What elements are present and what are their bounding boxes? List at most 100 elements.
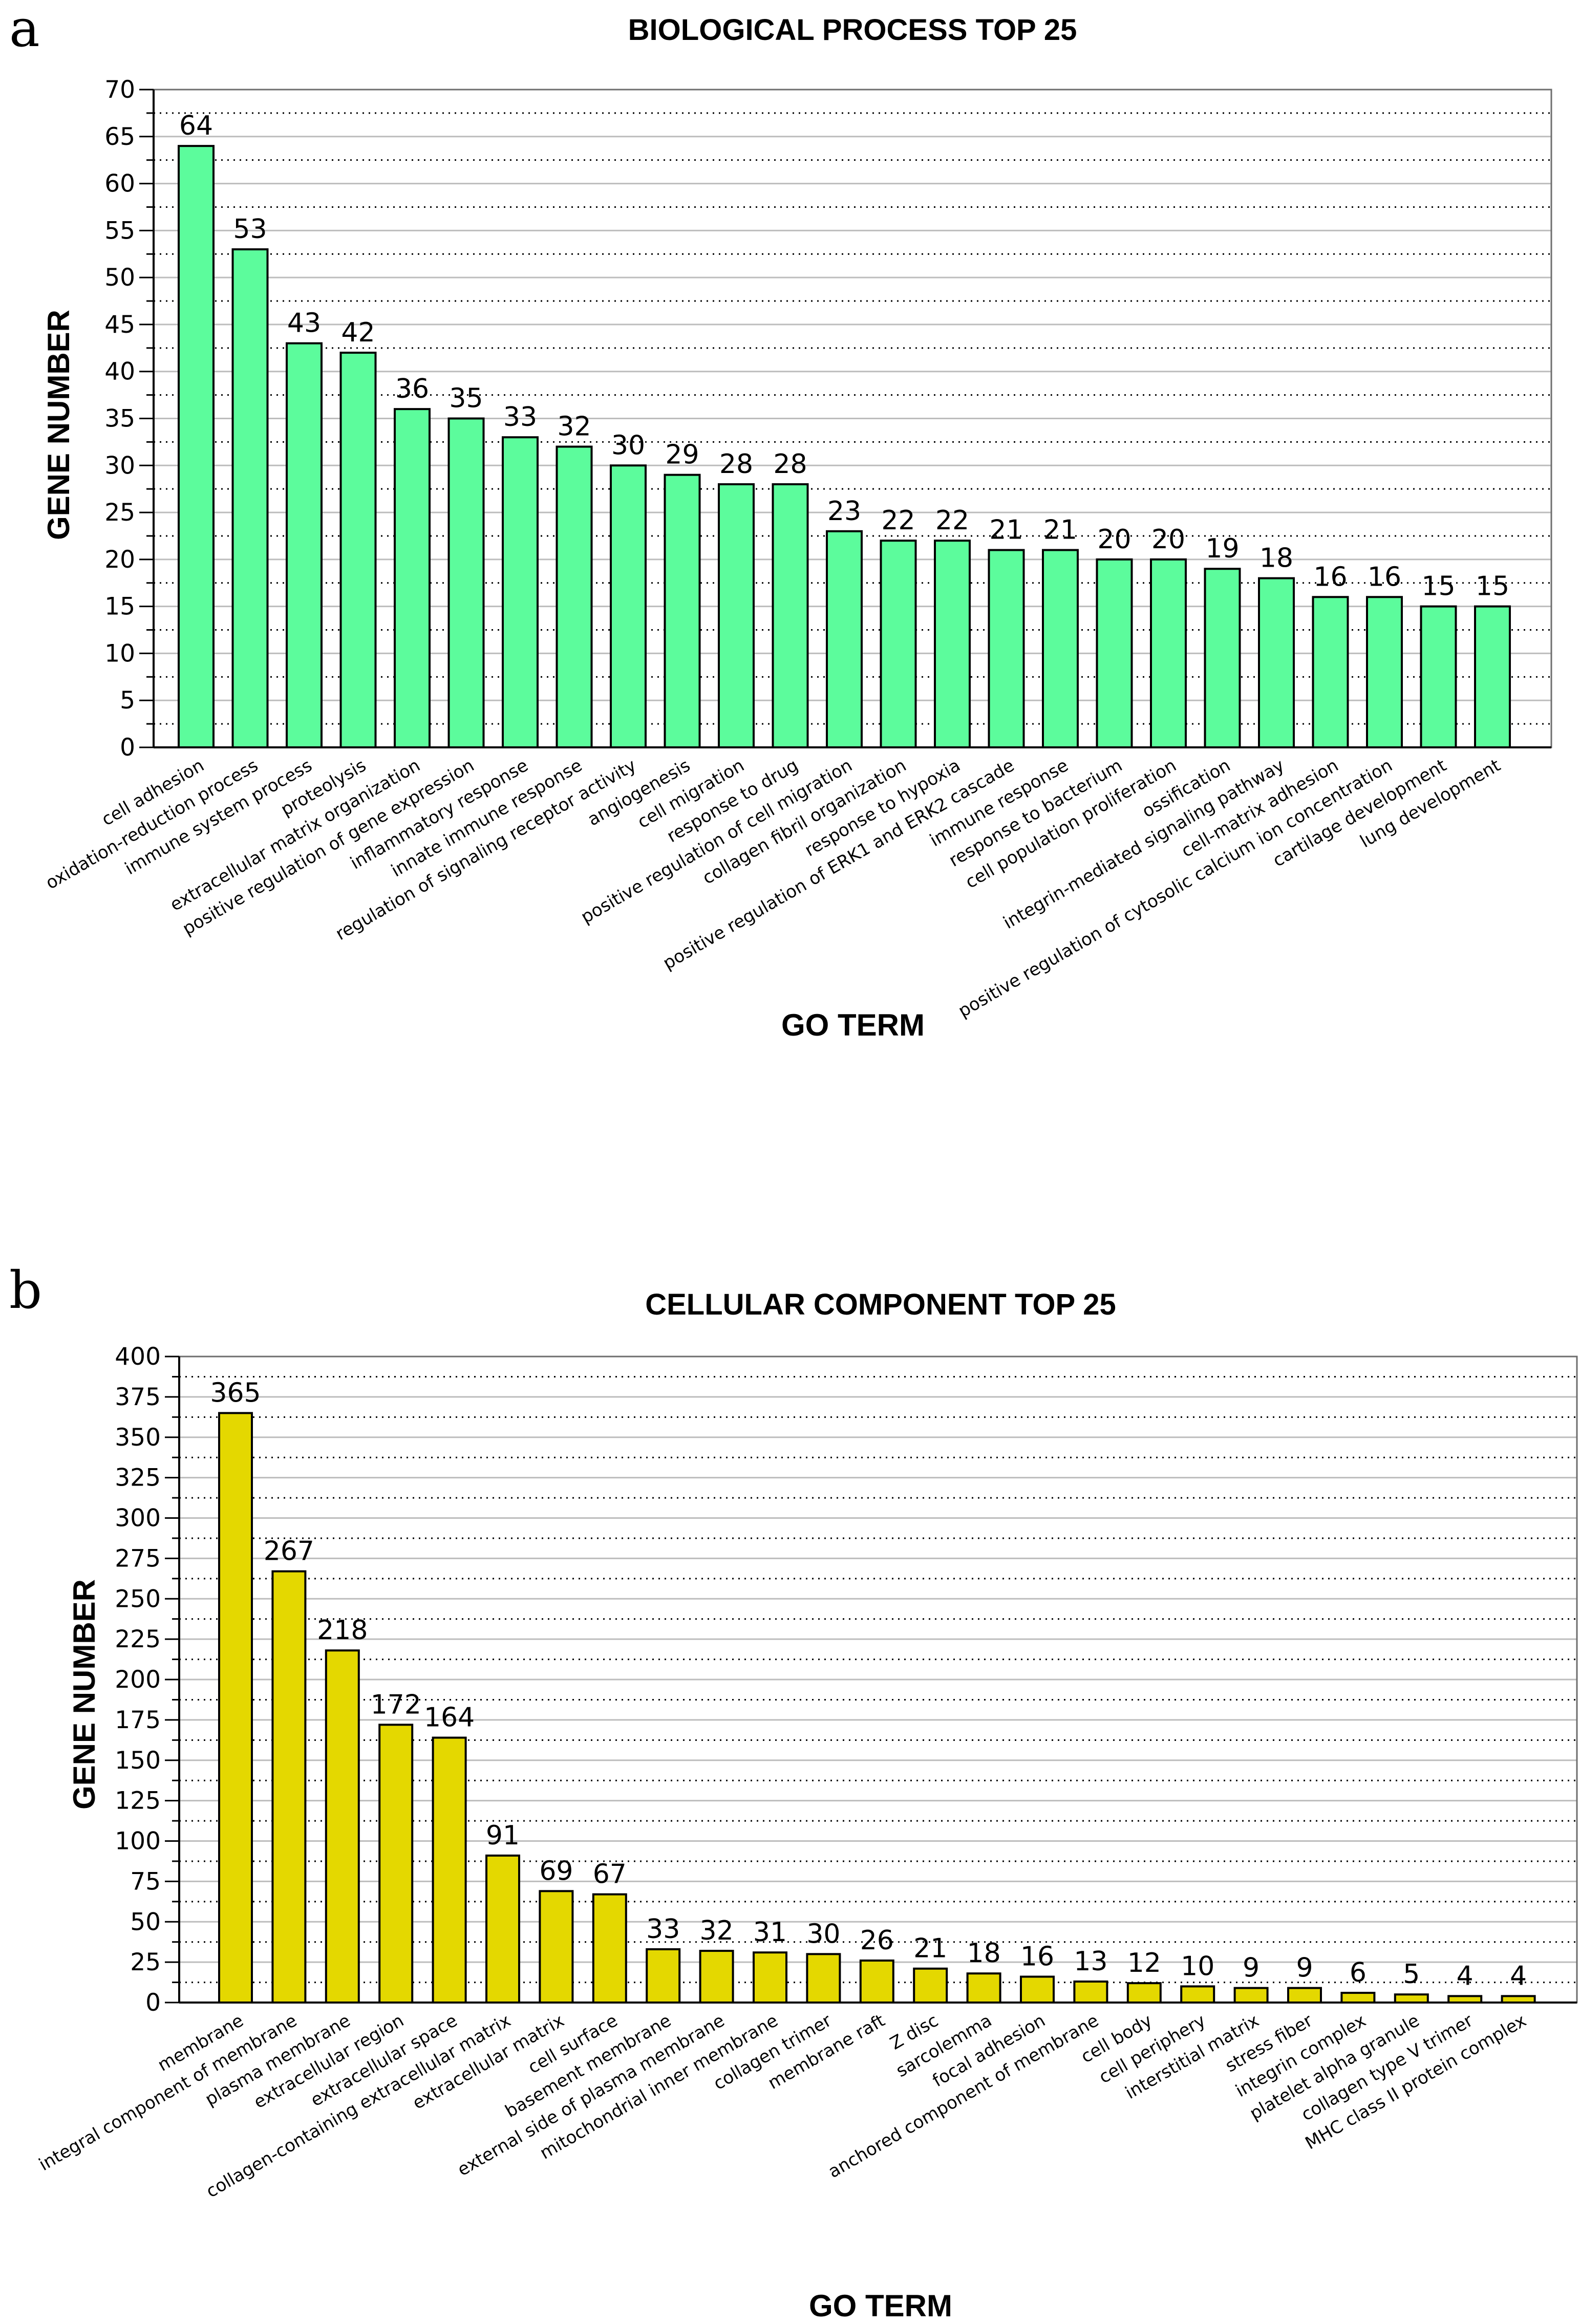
bar-value-label: 267	[264, 1536, 314, 1567]
y-tick-label: 200	[115, 1666, 161, 1694]
chart-a-y-axis: 0 5 10 15 20 25 30 35 40 45 50 55 60 65 70	[104, 76, 155, 762]
bar-value-label: 21	[913, 1933, 947, 1964]
chart-a-xlabel: GO TERM	[781, 1008, 925, 1042]
y-tick-label: 40	[104, 358, 135, 386]
bar	[447, 417, 485, 748]
bar	[1287, 1987, 1322, 2004]
bar-value-label: 33	[503, 402, 537, 433]
bar	[271, 1570, 307, 2004]
chart-a-plot: 0 5 10 15 20 25 30 35 40 45 50 55 60 65 70 64 53 43 42 36 35…	[42, 76, 1552, 1022]
bar	[913, 1967, 948, 2004]
bar-value-label: 16	[1313, 562, 1347, 592]
bar-value-label: 9	[1243, 1953, 1259, 1984]
bar-value-label: 21	[1043, 515, 1077, 546]
y-tick-label: 100	[115, 1827, 161, 1856]
y-tick-label: 25	[104, 499, 135, 527]
y-tick-label: 55	[104, 217, 135, 245]
bar	[826, 530, 863, 749]
y-tick-label: 65	[104, 123, 135, 151]
y-tick-label: 400	[115, 1343, 161, 1371]
y-tick-label: 50	[104, 264, 135, 292]
chart-b-plot: 0255075100125150175200225250275300325350…	[35, 1343, 1578, 2202]
bar	[485, 1854, 520, 2004]
bar-value-label: 32	[557, 412, 591, 442]
bar-value-label: 91	[486, 1820, 520, 1851]
bar-value-label: 19	[1205, 533, 1239, 564]
bar	[664, 474, 701, 748]
bar-value-label: 5	[1403, 1959, 1420, 1990]
y-tick-label: 275	[115, 1544, 161, 1573]
y-tick-label: 350	[115, 1424, 161, 1452]
bar	[1180, 1985, 1215, 2004]
bar	[1394, 1993, 1429, 2004]
y-tick-label: 300	[115, 1504, 161, 1533]
bar	[772, 483, 809, 748]
y-tick-label: 5	[120, 686, 135, 715]
bar-value-label: 32	[700, 1916, 734, 1946]
bar-value-label: 218	[317, 1615, 368, 1646]
bar-value-label: 172	[371, 1689, 421, 1720]
y-tick-label: 325	[115, 1464, 161, 1492]
bar-value-label: 53	[233, 214, 267, 245]
bar-value-label: 16	[1368, 562, 1401, 592]
bar	[1020, 1975, 1055, 2004]
bar	[502, 436, 539, 748]
bar-value-label: 21	[989, 515, 1023, 546]
bar	[859, 1959, 894, 2004]
bar-value-label: 28	[773, 449, 807, 480]
bar	[1233, 1987, 1269, 2004]
y-tick-label: 20	[104, 546, 135, 574]
bar	[539, 1890, 574, 2004]
y-tick-label: 30	[104, 451, 135, 480]
bar-value-label: 164	[424, 1703, 475, 1733]
bar	[1042, 549, 1079, 748]
bar-value-label: 18	[967, 1938, 1001, 1969]
bar-value-label: 365	[210, 1378, 261, 1408]
bar	[718, 483, 755, 748]
bar-value-label: 9	[1296, 1953, 1313, 1984]
bar-value-label: 33	[646, 1914, 680, 1945]
bar-value-label: 30	[611, 430, 645, 461]
panel-a: a BIOLOGICAL PROCESS TOP 25 GENE NUMBER …	[9, 0, 1552, 1042]
bar-value-label: 23	[827, 496, 861, 527]
bar	[1204, 568, 1241, 748]
bar-value-label: 42	[341, 317, 375, 348]
y-tick-label: 150	[115, 1747, 161, 1775]
bar-value-label: 29	[665, 440, 699, 470]
chart-b-title: CELLULAR COMPONENT TOP 25	[645, 1288, 1116, 1321]
bar-value-label: 67	[593, 1859, 627, 1890]
bar-value-label: 22	[881, 505, 915, 536]
bar	[1366, 596, 1403, 749]
bar	[646, 1948, 681, 2004]
bar-value-label: 64	[179, 111, 213, 141]
y-tick-label: 50	[130, 1908, 161, 1936]
bar	[178, 145, 215, 749]
bar-value-label: 22	[935, 505, 969, 536]
chart-a-bars: 64 53 43 42 36 35 33 32 30 29 28 28 23 22 22 21 21 20 20 19…	[178, 111, 1511, 749]
bar	[880, 540, 917, 748]
panel-b-letter: b	[9, 1260, 42, 1320]
bar-value-label: 15	[1476, 571, 1509, 602]
y-tick-label: 45	[104, 311, 135, 339]
bar-value-label: 10	[1181, 1951, 1214, 1982]
bar-value-label: 20	[1151, 524, 1185, 555]
y-tick-label: 175	[115, 1706, 161, 1734]
chart-b-y-axis: 0 25 50 75 100 125 150 175 200 225 250 275 300 325 350…	[115, 1343, 180, 2017]
bar-value-label: 36	[395, 374, 429, 404]
bar	[753, 1951, 787, 2004]
bar	[1340, 1992, 1376, 2004]
bar-value-label: 35	[449, 383, 483, 414]
bar-value-label: 30	[806, 1919, 840, 1949]
y-tick-label: 35	[104, 405, 135, 433]
y-tick-label: 15	[104, 593, 135, 621]
bar-value-label: 31	[753, 1917, 787, 1948]
bar	[218, 1412, 253, 2004]
bar	[1258, 577, 1295, 748]
panel-a-letter: a	[9, 0, 40, 58]
chart-a-title: BIOLOGICAL PROCESS TOP 25	[628, 13, 1077, 47]
bar	[394, 408, 431, 748]
y-tick-label: 10	[104, 639, 135, 668]
bar	[1420, 605, 1457, 748]
